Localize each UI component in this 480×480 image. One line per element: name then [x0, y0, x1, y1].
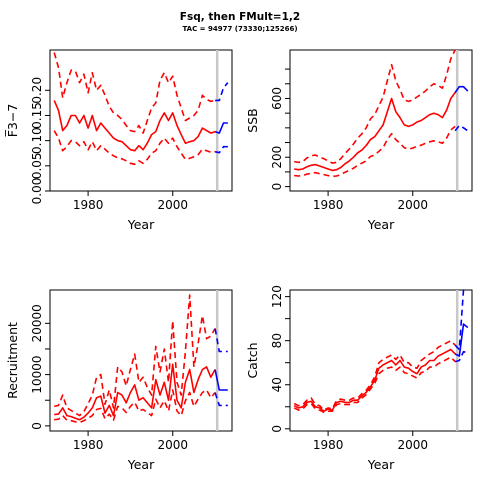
- catch-ytick-label: 120: [270, 285, 284, 308]
- recruitment-ytick-label: 20000: [30, 304, 44, 342]
- catch-projection-dashed-line: [454, 350, 468, 363]
- recruitment-y-axis-label: Recruitment: [5, 322, 20, 399]
- panel-f: 1980 2000 0.00 0.10 0.20 0.05 0.15 Year F̅3−7: [5, 49, 233, 232]
- catch-ytick-label: 80: [270, 333, 284, 348]
- ssb-historic-solid-line: [294, 92, 456, 172]
- catch-xtick-label: 2000: [397, 438, 428, 452]
- ssb-y-axis-label: SSB: [245, 108, 260, 132]
- recruitment-ytick-label: 10000: [30, 356, 44, 394]
- catch-y-axis-label: Catch: [245, 342, 260, 378]
- f-plot-frame: [49, 49, 233, 192]
- f-ytick-label: 0.10: [30, 127, 44, 154]
- ssb-xtick-label: 2000: [397, 198, 428, 212]
- f-xtick-label: 2000: [157, 198, 188, 212]
- f-historic-dashed-line: [53, 52, 216, 134]
- f-projection-dashed-line: [214, 145, 228, 154]
- f-projection-solid-line: [214, 122, 228, 134]
- catch-plot-frame: [289, 289, 473, 432]
- f-ytick-label: 0.15: [30, 102, 44, 129]
- panel-catch: 1980 2000 0 40 80 120 Year Catch: [245, 285, 473, 472]
- ssb-ytick-label: 200: [270, 146, 284, 169]
- catch-historic-dashed-line: [293, 356, 456, 414]
- f-historic-solid-line: [53, 100, 216, 152]
- ssb-historic-dashed-line: [294, 49, 456, 164]
- recruitment-x-axis-label: Year: [127, 457, 155, 472]
- catch-projection-solid-line: [454, 323, 469, 357]
- catch-x-axis-label: Year: [367, 457, 395, 472]
- recruitment-historic-dashed-line: [54, 294, 216, 417]
- catch-xtick-label: 1980: [313, 438, 344, 452]
- catch-historic-dashed-line: [293, 339, 456, 411]
- recruitment-xtick-label: 2000: [157, 438, 188, 452]
- ssb-plot-frame: [289, 49, 473, 192]
- recruitment-historic-solid-line: [54, 363, 216, 421]
- recruitment-projection-dashed-line: [214, 392, 228, 407]
- f-x-axis-label: Year: [127, 217, 155, 232]
- recruitment-projection-dashed-line: [214, 328, 228, 353]
- f-xtick-label: 1980: [73, 198, 104, 212]
- f-y-axis-label: F̅3−7: [5, 104, 20, 138]
- recruitment-historic-dashed-line: [54, 389, 216, 424]
- ssb-projection-dashed-line: [454, 124, 469, 132]
- catch-projection-dashed-line: [454, 289, 468, 351]
- recruitment-plot-frame: [49, 289, 233, 432]
- ssb-ytick-label: 0: [270, 183, 284, 191]
- f-projection-dashed-line: [215, 82, 229, 102]
- ssb-historic-dashed-line: [294, 125, 456, 178]
- f-historic-dashed-line: [53, 130, 216, 166]
- catch-historic-solid-line: [293, 348, 456, 413]
- ssb-ytick-label: 600: [270, 87, 284, 110]
- f-ytick-label: 0.05: [30, 152, 44, 179]
- ssb-projection-solid-line: [454, 85, 469, 94]
- catch-ytick-label: 0: [270, 425, 284, 433]
- ssb-xtick-label: 1980: [313, 198, 344, 212]
- f-ytick-label: 0.20: [30, 77, 44, 104]
- catch-ytick-label: 40: [270, 377, 284, 392]
- panel-ssb: 1980 2000 0 200 600 Year SSB: [245, 49, 473, 232]
- recruitment-xtick-label: 1980: [73, 438, 104, 452]
- f-ytick-label: 0.00: [30, 178, 44, 205]
- recruitment-ytick-label: 0: [30, 422, 44, 430]
- recruitment-projection-solid-line: [214, 369, 228, 391]
- ssb-x-axis-label: Year: [367, 217, 395, 232]
- figure-subtitle: TAC = 94977 (73330;125266): [182, 25, 297, 33]
- figure-title: Fsq, then FMult=1,2: [180, 11, 300, 23]
